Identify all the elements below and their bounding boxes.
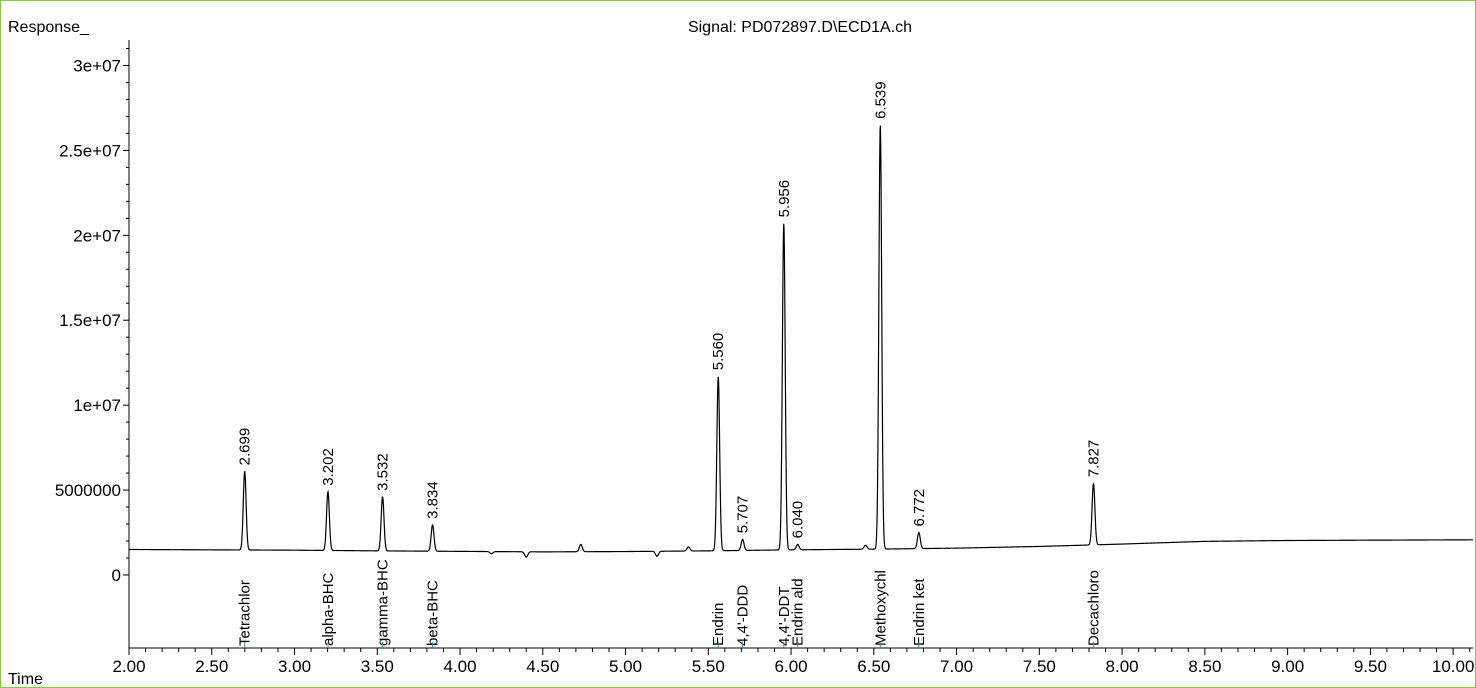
- compound-label-9: Endrin ket: [911, 578, 928, 646]
- compound-label-7: Endrin ald: [790, 578, 807, 646]
- signal-trace: [129, 125, 1473, 558]
- compound-label-1: alpha-BHC: [320, 572, 337, 646]
- y-tick-label-2: 1e+07: [73, 396, 121, 415]
- x-axis-ticks: 2.00 2.50 3.00 3.50 4.00 4.50 5.00 5.50 6.00 6.50…: [112, 648, 1474, 676]
- compound-label-10: Decachloro: [1085, 570, 1102, 646]
- peak-rt-label-1: 3.202: [320, 448, 337, 486]
- y-tick-label-1: 5000000: [55, 481, 121, 500]
- x-tick-label-5: 4.50: [526, 657, 559, 676]
- x-tick-label-4: 4.00: [443, 657, 476, 676]
- peak-rt-label-8: 6.539: [872, 81, 889, 119]
- peak-rt-label-3: 3.834: [425, 481, 442, 519]
- peak-labels: 2.699 3.202 3.532 3.834 5.560 5.707 5.956 6.040…: [237, 81, 1103, 538]
- x-tick-label-13: 8.50: [1188, 657, 1221, 676]
- peak-rt-label-0: 2.699: [237, 428, 254, 466]
- y-axis-label: Response_: [8, 19, 90, 36]
- x-tick-label-12: 8.00: [1106, 657, 1139, 676]
- compound-label-4: Endrin: [710, 603, 727, 646]
- y-tick-label-3: 1.5e+07: [59, 311, 121, 330]
- x-tick-label-6: 5.00: [609, 657, 642, 676]
- x-tick-label-15: 9.50: [1354, 657, 1387, 676]
- peak-rt-label-7: 6.040: [790, 501, 807, 539]
- chart-title: Signal: PD072897.D\ECD1A.ch: [688, 19, 912, 36]
- x-tick-label-3: 3.50: [361, 657, 394, 676]
- compound-label-2: gamma-BHC: [375, 559, 392, 646]
- peak-rt-label-5: 5.707: [735, 496, 752, 534]
- compound-label-5: 4,4'-DDD: [735, 585, 752, 646]
- y-tick-label-4: 2e+07: [73, 226, 121, 245]
- x-tick-label-2: 3.00: [278, 657, 311, 676]
- y-tick-label-6: 3e+07: [73, 56, 121, 75]
- x-tick-label-1: 2.50: [195, 657, 228, 676]
- x-tick-label-14: 9.00: [1271, 657, 1304, 676]
- y-axis-ticks: 0 5000000 1e+07 1.5e+07 2e+07 2.5e+07 3e+07: [55, 47, 129, 585]
- y-tick-label-0: 0: [112, 566, 121, 585]
- peak-rt-label-4: 5.560: [710, 333, 727, 371]
- x-axis-label: Time: [8, 671, 43, 688]
- peak-rt-label-6: 5.956: [776, 180, 793, 218]
- peak-rt-label-9: 6.772: [911, 489, 928, 527]
- peak-rt-label-10: 7.827: [1085, 440, 1102, 478]
- y-tick-label-5: 2.5e+07: [59, 141, 121, 160]
- x-tick-label-7: 5.50: [692, 657, 725, 676]
- compound-label-0: Tetrachlor: [237, 580, 254, 646]
- x-tick-label-16: 10.00: [1432, 657, 1475, 676]
- x-tick-label-0: 2.00: [112, 657, 145, 676]
- compound-label-8: Methoxychl: [872, 570, 889, 646]
- compound-label-6: 4,4'-DDT: [776, 586, 793, 646]
- x-tick-label-11: 7.50: [1023, 657, 1056, 676]
- x-tick-label-10: 7.00: [940, 657, 973, 676]
- x-tick-label-8: 6.00: [775, 657, 808, 676]
- compound-labels: Tetrachlor alpha-BHC gamma-BHC beta-BHC Endr…: [237, 559, 1102, 648]
- x-tick-label-9: 6.50: [857, 657, 890, 676]
- compound-label-3: beta-BHC: [425, 580, 442, 646]
- peak-rt-label-2: 3.532: [375, 453, 392, 491]
